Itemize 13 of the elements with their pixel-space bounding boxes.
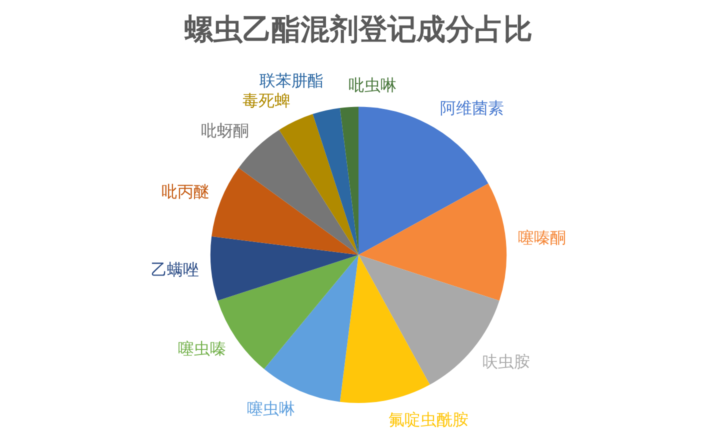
slice-label: 吡虫啉 <box>348 75 396 94</box>
slice-label: 阿维菌素 <box>440 98 504 118</box>
slice-label: 噻虫嗪 <box>178 339 226 358</box>
slice-label: 吡蚜酮 <box>200 120 249 140</box>
slice-label: 呋虫胺 <box>482 352 530 371</box>
slice-label: 氟啶虫酰胺 <box>388 410 468 430</box>
slice-label: 联苯肼酯 <box>260 71 324 90</box>
slice-label: 噻嗪酮 <box>518 228 566 248</box>
slice-label: 吡丙醚 <box>162 182 210 201</box>
slice-label: 毒死蜱 <box>242 91 290 110</box>
chart-title: 螺虫乙酯混剂登记成分占比 <box>184 12 532 46</box>
slice-label: 噻虫啉 <box>246 399 295 418</box>
slice-label: 乙螨唑 <box>151 260 200 279</box>
